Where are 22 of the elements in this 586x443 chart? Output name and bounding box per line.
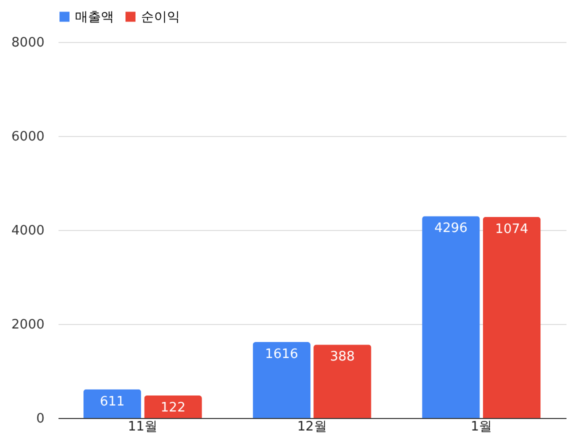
data-label: 611 xyxy=(100,394,125,410)
x-tick-label: 12월 xyxy=(297,420,327,434)
annotation: 122 xyxy=(160,400,186,416)
bar xyxy=(422,216,480,418)
y-tick-label: 0 xyxy=(36,412,44,426)
annotation: 1074 xyxy=(495,222,528,237)
y-tick-label: 2000 xyxy=(11,318,44,332)
y-tick-label: 6000 xyxy=(11,130,44,144)
legend-label: 매출액 xyxy=(75,10,114,25)
bar xyxy=(314,344,372,418)
y-tick-label: 8000 xyxy=(11,36,44,50)
annotation: 388 xyxy=(330,350,355,365)
bar xyxy=(144,395,202,418)
x-tick-label: 1월 xyxy=(470,420,492,434)
legend-label: 순이익 xyxy=(141,10,180,25)
bar xyxy=(83,389,142,418)
bar xyxy=(482,216,541,418)
x-tick-label: 11월 xyxy=(128,420,158,434)
data-label: 1616 xyxy=(265,347,298,362)
y-tick-label: 4000 xyxy=(11,224,44,238)
data-label: 4296 xyxy=(434,221,468,236)
bar xyxy=(252,342,310,418)
